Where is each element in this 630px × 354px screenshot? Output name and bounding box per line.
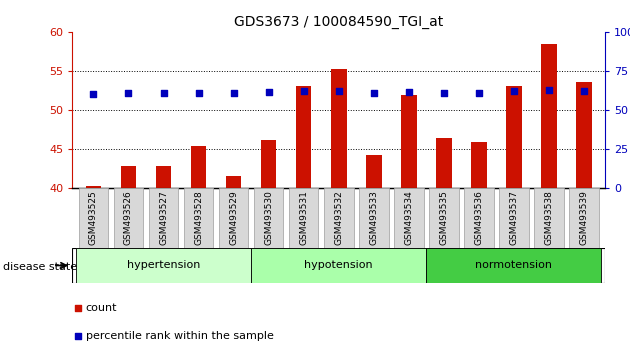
Point — [229, 91, 239, 96]
Text: GSM493528: GSM493528 — [194, 190, 203, 245]
Point — [382, 157, 392, 163]
Title: GDS3673 / 100084590_TGI_at: GDS3673 / 100084590_TGI_at — [234, 16, 444, 29]
FancyBboxPatch shape — [149, 188, 178, 248]
Bar — [366, 155, 382, 188]
Text: GSM493536: GSM493536 — [474, 190, 483, 245]
Text: GSM493534: GSM493534 — [404, 190, 413, 245]
Bar — [436, 138, 452, 188]
FancyBboxPatch shape — [219, 188, 248, 248]
Bar — [226, 176, 241, 188]
FancyBboxPatch shape — [324, 188, 353, 248]
FancyBboxPatch shape — [113, 188, 144, 248]
FancyBboxPatch shape — [569, 188, 598, 248]
Text: GSM493531: GSM493531 — [299, 190, 308, 245]
FancyBboxPatch shape — [358, 188, 389, 248]
Text: percentile rank within the sample: percentile rank within the sample — [86, 331, 273, 341]
Text: GSM493525: GSM493525 — [89, 190, 98, 245]
Bar — [506, 86, 522, 188]
Bar — [191, 146, 207, 188]
FancyBboxPatch shape — [499, 188, 529, 248]
Text: normotension: normotension — [475, 261, 553, 270]
FancyBboxPatch shape — [394, 188, 423, 248]
Bar — [576, 82, 592, 188]
FancyBboxPatch shape — [251, 248, 426, 283]
FancyBboxPatch shape — [534, 188, 564, 248]
Text: GSM493529: GSM493529 — [229, 190, 238, 245]
Text: GSM493532: GSM493532 — [334, 190, 343, 245]
Point — [333, 88, 343, 94]
Point — [544, 87, 554, 93]
Text: GSM493533: GSM493533 — [369, 190, 378, 245]
Bar — [295, 86, 311, 188]
Point — [404, 89, 414, 95]
Text: GSM493530: GSM493530 — [264, 190, 273, 245]
FancyBboxPatch shape — [426, 248, 601, 283]
Point — [123, 91, 134, 96]
Point — [579, 88, 589, 94]
Point — [88, 91, 98, 97]
FancyBboxPatch shape — [76, 248, 251, 283]
Text: count: count — [86, 303, 117, 313]
Bar — [261, 140, 277, 188]
FancyBboxPatch shape — [79, 188, 108, 248]
Text: hypotension: hypotension — [304, 261, 373, 270]
FancyBboxPatch shape — [184, 188, 214, 248]
FancyBboxPatch shape — [464, 188, 493, 248]
Point — [159, 91, 169, 96]
Point — [263, 89, 273, 95]
Text: GSM493527: GSM493527 — [159, 190, 168, 245]
Text: GSM493526: GSM493526 — [124, 190, 133, 245]
Text: hypertension: hypertension — [127, 261, 200, 270]
Point — [299, 88, 309, 94]
Point — [438, 91, 449, 96]
Point — [369, 91, 379, 96]
Point — [508, 88, 518, 94]
Text: GSM493538: GSM493538 — [544, 190, 553, 245]
Bar — [471, 142, 486, 188]
Point — [474, 91, 484, 96]
Bar — [86, 186, 101, 188]
Text: GSM493539: GSM493539 — [580, 190, 588, 245]
FancyBboxPatch shape — [429, 188, 459, 248]
Text: disease state: disease state — [3, 262, 77, 272]
Bar — [331, 69, 346, 188]
Bar — [401, 95, 416, 188]
Text: GSM493537: GSM493537 — [509, 190, 518, 245]
Point — [193, 91, 203, 96]
FancyBboxPatch shape — [289, 188, 319, 248]
Bar — [541, 44, 557, 188]
FancyBboxPatch shape — [254, 188, 284, 248]
Text: GSM493535: GSM493535 — [439, 190, 448, 245]
Bar — [156, 166, 171, 188]
Bar — [120, 166, 136, 188]
